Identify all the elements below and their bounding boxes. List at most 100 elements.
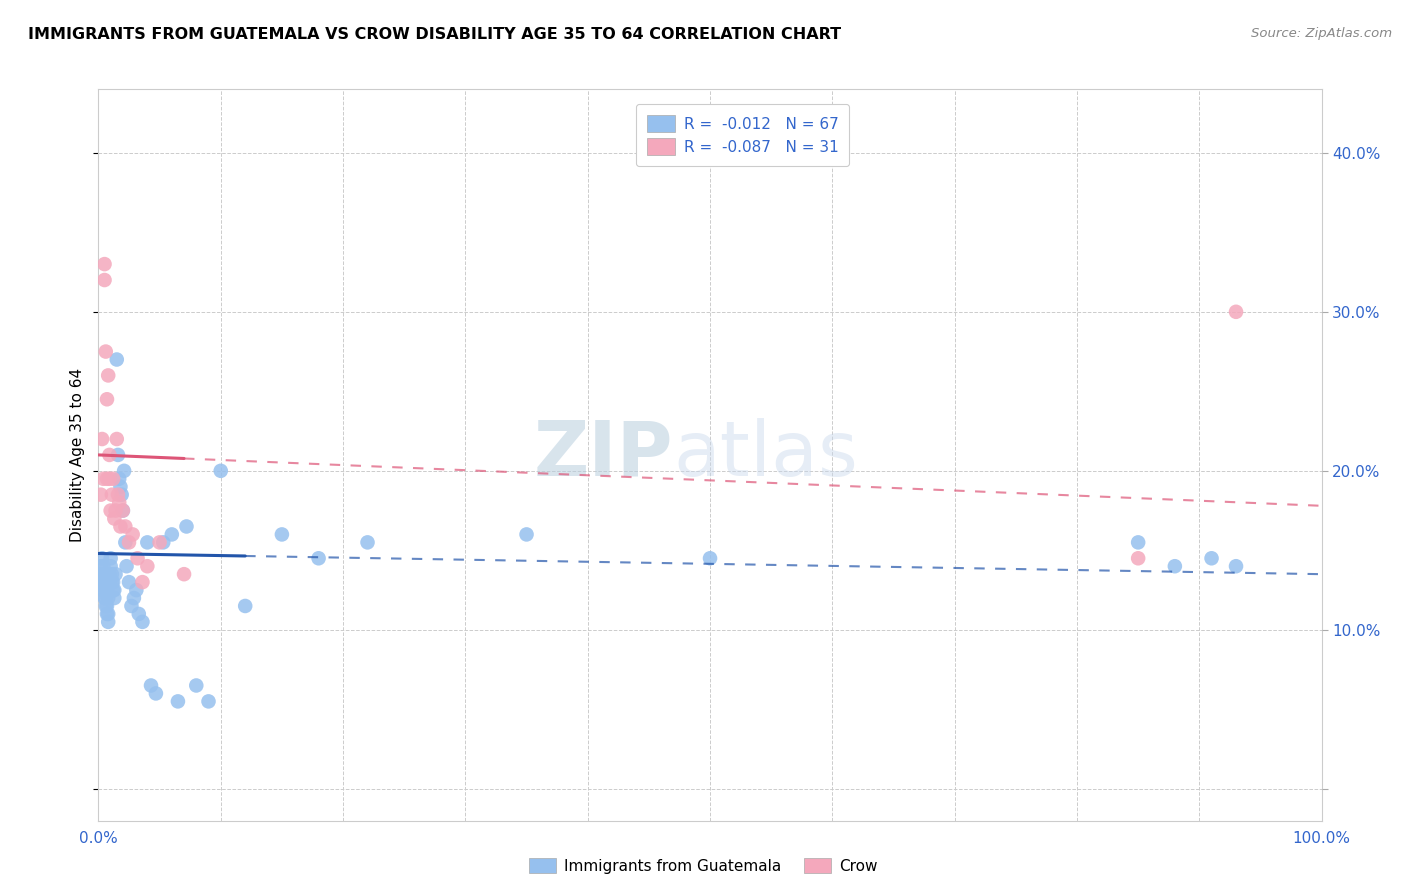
Point	[91, 559, 114, 574]
Point	[91, 432, 114, 446]
Text: Source: ZipAtlas.com: Source: ZipAtlas.com	[1251, 27, 1392, 40]
Point	[93, 583, 115, 598]
Point	[97, 615, 120, 629]
Point	[176, 519, 198, 533]
Point	[1201, 551, 1223, 566]
Point	[1164, 559, 1187, 574]
Point	[1225, 305, 1247, 319]
Point	[118, 535, 141, 549]
Point	[103, 583, 125, 598]
Point	[125, 583, 148, 598]
Point	[114, 519, 136, 533]
Point	[98, 472, 121, 486]
Point	[89, 567, 111, 582]
Point	[93, 567, 115, 582]
Point	[94, 344, 117, 359]
Point	[356, 535, 378, 549]
Point	[101, 575, 124, 590]
Point	[145, 686, 167, 700]
Point	[112, 464, 135, 478]
Point	[108, 495, 131, 509]
Point	[186, 678, 208, 692]
Point	[94, 575, 117, 590]
Point	[93, 273, 115, 287]
Text: ZIP: ZIP	[534, 418, 673, 491]
Legend: R =  -0.012   N = 67, R =  -0.087   N = 31: R = -0.012 N = 67, R = -0.087 N = 31	[637, 104, 849, 166]
Point	[98, 567, 121, 582]
Point	[100, 503, 122, 517]
Point	[93, 257, 115, 271]
Y-axis label: Disability Age 35 to 64: Disability Age 35 to 64	[70, 368, 86, 542]
Text: IMMIGRANTS FROM GUATEMALA VS CROW DISABILITY AGE 35 TO 64 CORRELATION CHART: IMMIGRANTS FROM GUATEMALA VS CROW DISABI…	[28, 27, 841, 42]
Point	[93, 591, 115, 605]
Text: atlas: atlas	[673, 418, 858, 491]
Point	[91, 575, 114, 590]
Point	[90, 575, 112, 590]
Point	[173, 567, 195, 582]
Point	[149, 535, 172, 549]
Point	[127, 551, 149, 566]
Point	[110, 480, 132, 494]
Point	[115, 559, 138, 574]
Point	[94, 591, 117, 605]
Point	[121, 527, 143, 541]
Point	[111, 503, 134, 517]
Point	[136, 535, 159, 549]
Point	[96, 607, 118, 621]
Point	[197, 694, 219, 708]
Point	[515, 527, 537, 541]
Point	[94, 599, 117, 613]
Point	[118, 575, 141, 590]
Point	[152, 535, 174, 549]
Point	[97, 368, 120, 383]
Point	[97, 591, 120, 605]
Point	[97, 607, 120, 621]
Point	[167, 694, 190, 708]
Point	[108, 472, 131, 486]
Point	[105, 352, 128, 367]
Point	[101, 567, 124, 582]
Point	[699, 551, 721, 566]
Point	[131, 575, 153, 590]
Point	[100, 559, 122, 574]
Point	[110, 519, 132, 533]
Point	[128, 607, 150, 621]
Point	[101, 575, 124, 590]
Point	[96, 392, 118, 407]
Point	[136, 559, 159, 574]
Point	[107, 448, 129, 462]
Point	[91, 551, 114, 566]
Point	[209, 464, 232, 478]
Point	[111, 488, 134, 502]
Point	[91, 472, 114, 486]
Point	[104, 503, 127, 517]
Point	[1128, 551, 1150, 566]
Point	[1225, 559, 1247, 574]
Point	[96, 583, 118, 598]
Point	[98, 575, 121, 590]
Point	[91, 583, 114, 598]
Point	[90, 559, 112, 574]
Point	[1128, 535, 1150, 549]
Point	[131, 615, 153, 629]
Point	[100, 551, 122, 566]
Point	[139, 678, 162, 692]
Point	[104, 567, 127, 582]
Point	[101, 583, 124, 598]
Point	[101, 472, 124, 486]
Point	[105, 432, 128, 446]
Point	[103, 511, 125, 525]
Point	[101, 488, 124, 502]
Point	[160, 527, 183, 541]
Point	[103, 591, 125, 605]
Point	[107, 488, 129, 502]
Point	[91, 567, 114, 582]
Point	[114, 535, 136, 549]
Point	[270, 527, 294, 541]
Point	[96, 472, 118, 486]
Point	[90, 488, 112, 502]
Legend: Immigrants from Guatemala, Crow: Immigrants from Guatemala, Crow	[523, 852, 883, 880]
Point	[122, 591, 145, 605]
Point	[98, 448, 121, 462]
Point	[120, 599, 142, 613]
